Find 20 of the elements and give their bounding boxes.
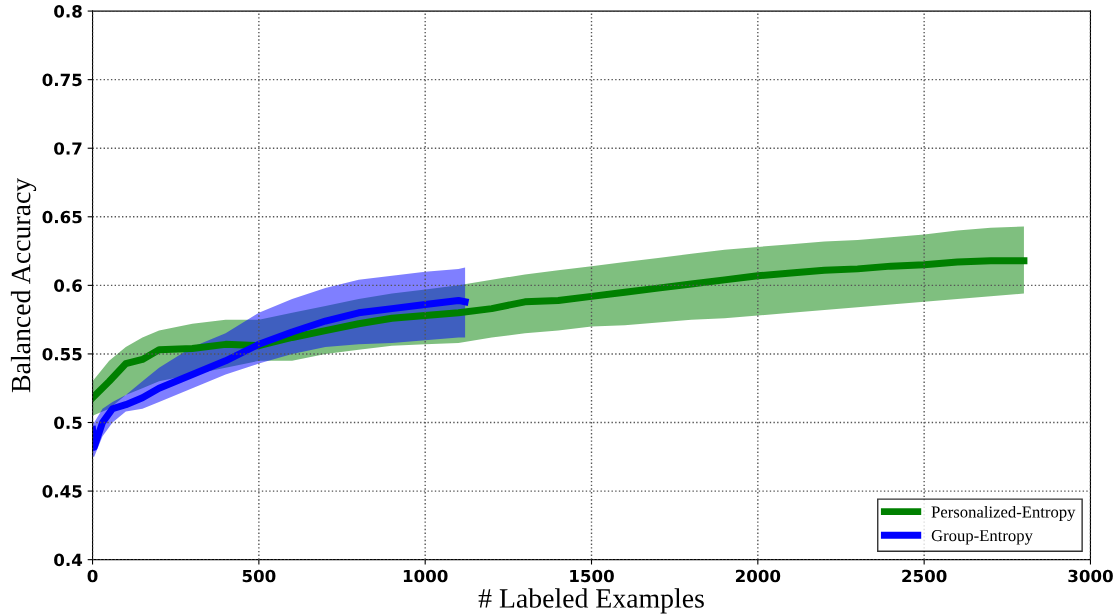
y-tick-label: 0.5 <box>54 416 82 430</box>
y-tick-label: 0.7 <box>54 142 82 155</box>
x-tick-label: 3000 <box>1068 569 1113 583</box>
x-tick-label: 1000 <box>403 569 448 583</box>
y-tick-label: 0.45 <box>42 485 82 498</box>
x-tick-label: 500 <box>242 569 276 583</box>
x-axis-title: # Labeled Examples <box>478 588 704 614</box>
legend-label: Group-Entropy <box>931 530 1033 545</box>
legend-label: Personalized-Entropy <box>931 505 1076 522</box>
y-tick-label: 0.55 <box>42 347 82 361</box>
y-axis-title: Balanced Accuracy <box>10 177 37 393</box>
y-tick-label: 0.65 <box>42 210 82 224</box>
y-tick-label: 0.8 <box>54 5 82 18</box>
y-tick-label: 0.6 <box>54 279 82 292</box>
y-tick-label: 0.4 <box>54 553 83 567</box>
x-tick-label: 0 <box>87 569 98 583</box>
x-tick-label: 1500 <box>570 569 614 583</box>
y-tick-label: 0.75 <box>42 73 82 87</box>
x-tick-label: 2000 <box>735 569 781 583</box>
x-tick-label: 2500 <box>902 569 947 583</box>
